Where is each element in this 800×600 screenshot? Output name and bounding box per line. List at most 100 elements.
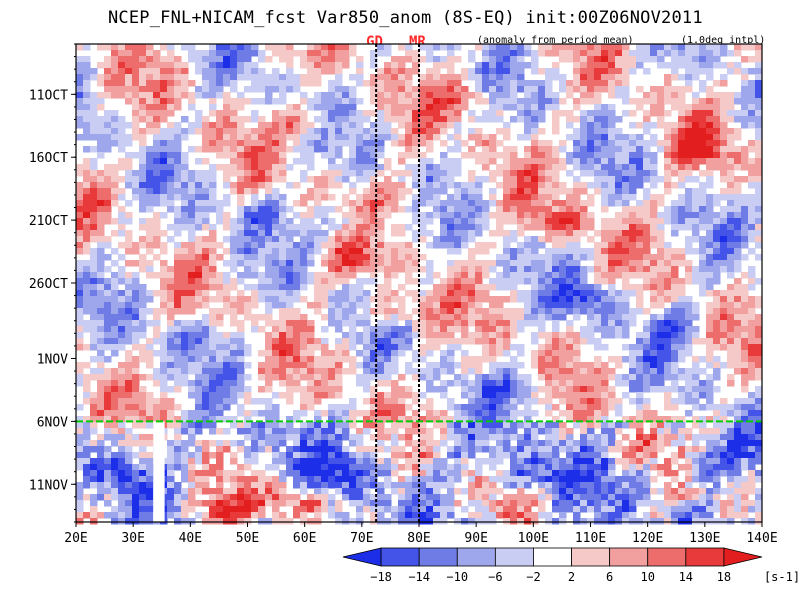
heatmap-cell <box>293 182 301 189</box>
heatmap-cell <box>118 218 126 225</box>
heatmap-cell <box>559 98 567 105</box>
heatmap-cell <box>419 416 427 423</box>
heatmap-cell <box>237 374 245 381</box>
heatmap-cell <box>314 146 322 153</box>
heatmap-cell <box>216 380 224 387</box>
heatmap-cell <box>97 272 105 279</box>
heatmap-cell <box>265 422 273 429</box>
heatmap-cell <box>412 98 420 105</box>
heatmap-cell <box>636 104 644 111</box>
heatmap-cell <box>202 410 210 417</box>
heatmap-cell <box>132 170 140 177</box>
heatmap-cell <box>426 146 434 153</box>
heatmap-cell <box>461 422 469 429</box>
heatmap-cell <box>139 308 147 315</box>
heatmap-cell <box>216 320 224 327</box>
heatmap-cell <box>636 368 644 375</box>
heatmap-cell <box>300 146 308 153</box>
heatmap-cell <box>76 98 84 105</box>
heatmap-cell <box>328 410 336 417</box>
heatmap-cell <box>76 422 84 429</box>
heatmap-cell <box>300 374 308 381</box>
heatmap-cell <box>664 314 672 321</box>
heatmap-cell <box>629 272 637 279</box>
heatmap-cell <box>272 410 280 417</box>
heatmap-cell <box>230 224 238 231</box>
heatmap-cell <box>335 98 343 105</box>
heatmap-cell <box>629 146 637 153</box>
heatmap-cell <box>139 140 147 147</box>
heatmap-cell <box>538 368 546 375</box>
heatmap-cell <box>510 404 518 411</box>
heatmap-cell <box>699 68 707 75</box>
heatmap-cell <box>391 200 399 207</box>
heatmap-cell <box>76 122 84 129</box>
heatmap-cell <box>300 326 308 333</box>
heatmap-cell <box>174 98 182 105</box>
heatmap-cell <box>573 224 581 231</box>
heatmap-cell <box>132 62 140 69</box>
heatmap-cell <box>279 158 287 165</box>
heatmap-cell <box>664 122 672 129</box>
heatmap-cell <box>398 404 406 411</box>
heatmap-cell <box>363 164 371 171</box>
heatmap-cell <box>335 302 343 309</box>
heatmap-cell <box>132 326 140 333</box>
heatmap-cell <box>636 62 644 69</box>
heatmap-cell <box>706 374 714 381</box>
heatmap-cell <box>188 200 196 207</box>
heatmap-cell <box>559 200 567 207</box>
heatmap-cell <box>622 80 630 87</box>
heatmap-cell <box>741 230 749 237</box>
heatmap-cell <box>209 92 217 99</box>
heatmap-cell <box>167 272 175 279</box>
heatmap-cell <box>384 128 392 135</box>
heatmap-cell <box>734 50 742 57</box>
heatmap-cell <box>356 56 364 63</box>
heatmap-cell <box>594 62 602 69</box>
heatmap-cell <box>734 134 742 141</box>
heatmap-cell <box>153 68 161 75</box>
heatmap-cell <box>195 62 203 69</box>
heatmap-cell <box>531 308 539 315</box>
heatmap-cell <box>678 146 686 153</box>
heatmap-cell <box>321 68 329 75</box>
heatmap-cell <box>650 134 658 141</box>
heatmap-cell <box>384 158 392 165</box>
heatmap-cell <box>433 290 441 297</box>
heatmap-cell <box>405 320 413 327</box>
heatmap-cell <box>426 80 434 87</box>
heatmap-cell <box>363 338 371 345</box>
heatmap-cell <box>293 278 301 285</box>
heatmap-cell <box>587 314 595 321</box>
heatmap-cell <box>349 182 357 189</box>
heatmap-cell <box>356 176 364 183</box>
heatmap-cell <box>538 98 546 105</box>
heatmap-cell <box>335 254 343 261</box>
heatmap-cell <box>636 338 644 345</box>
heatmap-cell <box>692 302 700 309</box>
heatmap-cell <box>230 350 238 357</box>
heatmap-cell <box>307 218 315 225</box>
heatmap-cell <box>279 230 287 237</box>
heatmap-cell <box>447 86 455 93</box>
heatmap-cell <box>741 194 749 201</box>
heatmap-cell <box>349 302 357 309</box>
heatmap-cell <box>83 200 91 207</box>
heatmap-cell <box>426 374 434 381</box>
heatmap-cell <box>314 284 322 291</box>
heatmap-cell <box>237 104 245 111</box>
heatmap-cell <box>377 392 385 399</box>
heatmap-cell <box>237 254 245 261</box>
heatmap-cell <box>83 80 91 87</box>
heatmap-cell <box>335 272 343 279</box>
heatmap-cell <box>398 68 406 75</box>
heatmap-cell <box>608 158 616 165</box>
heatmap-cell <box>146 230 154 237</box>
heatmap-cell <box>727 68 735 75</box>
heatmap-cell <box>503 368 511 375</box>
heatmap-cell <box>720 74 728 81</box>
heatmap-cell <box>496 92 504 99</box>
heatmap-cell <box>741 146 749 153</box>
heatmap-cell <box>377 74 385 81</box>
